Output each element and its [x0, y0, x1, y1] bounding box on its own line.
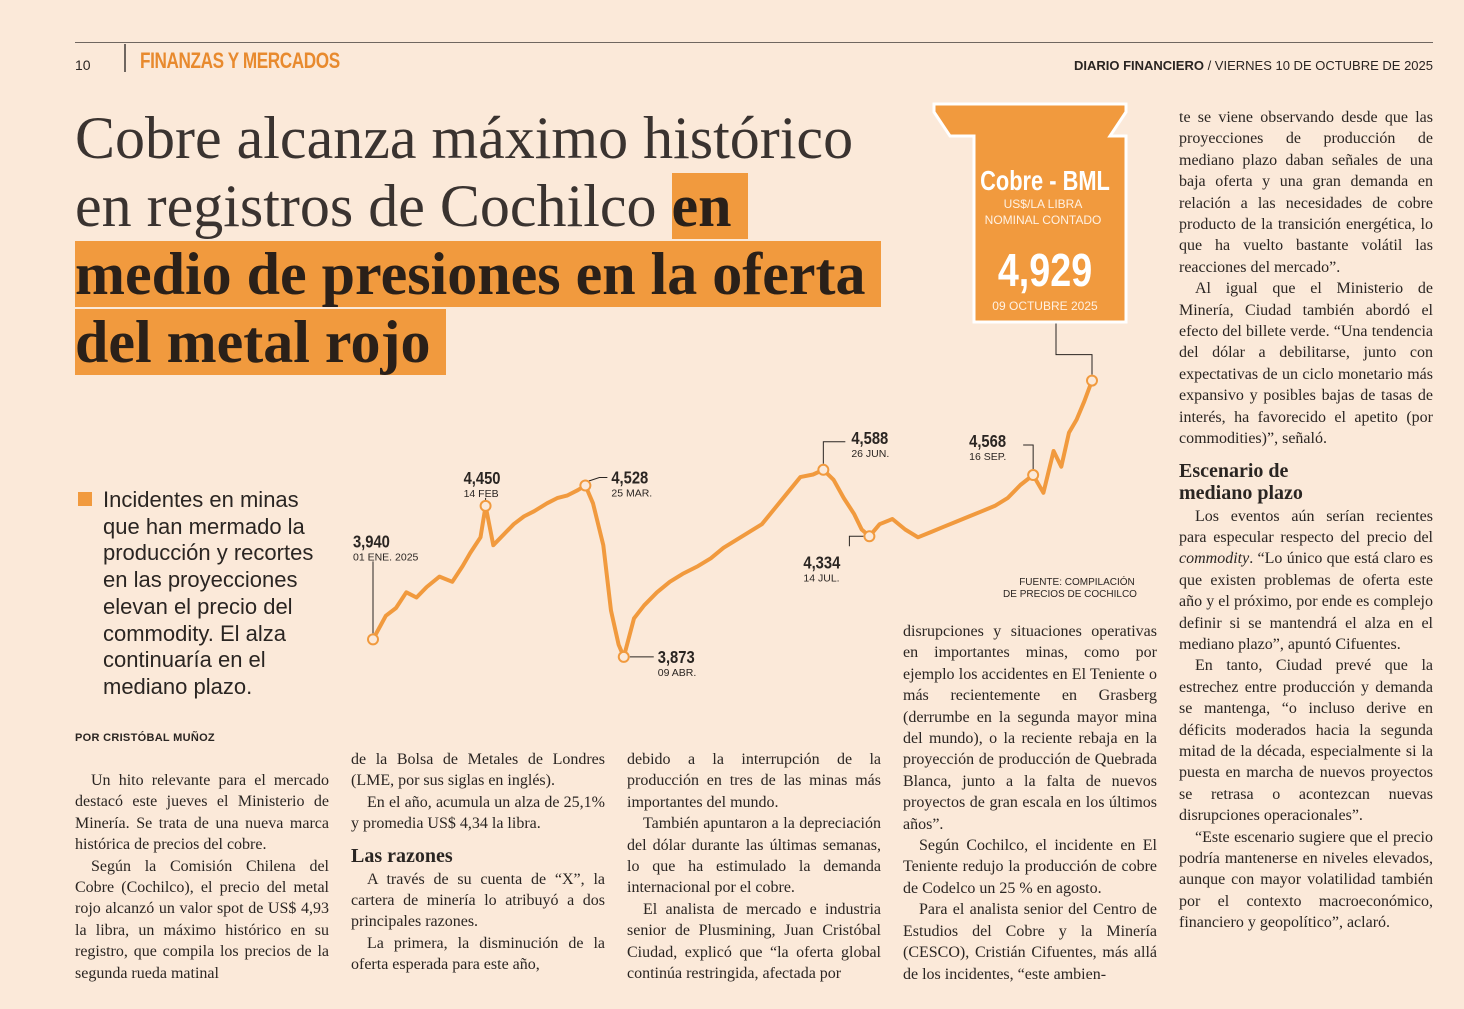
price-series-line [371, 379, 1094, 659]
annotation-point [817, 463, 830, 476]
annotation-date: 26 JUN. [851, 448, 889, 460]
annotation-point [617, 650, 630, 663]
annotation-value: 3,940 [353, 532, 390, 552]
price-callout-box [932, 102, 1128, 324]
body-paragraph: de la Bolsa de Metales de Londres (LME, … [351, 751, 605, 790]
headline-plain: Cobre alcanza máximo histórico en regist… [75, 105, 854, 239]
body-column-4: disrupciones y situaciones operativas en… [903, 621, 1157, 985]
annotation-value: 4,334 [803, 553, 841, 573]
annotation-point [579, 479, 592, 492]
annotation-point [367, 633, 379, 646]
lede-bullet-icon [78, 492, 92, 506]
body-paragraph: Al igual que el Ministerio de Minería, C… [1179, 280, 1433, 448]
body-paragraph: te se viene observando desde que las pro… [1179, 109, 1433, 276]
header-divider [124, 44, 126, 72]
callout-date: 09 OCTUBRE 2025 [992, 299, 1098, 313]
body-column-3: debido a la interrupción de la producció… [627, 749, 881, 984]
text-run: Los eventos aún serían recientes para es… [1179, 507, 1433, 546]
annotation-leader [1023, 444, 1034, 470]
callout-title: Cobre - BML [980, 165, 1110, 196]
annotation-leader [822, 441, 846, 464]
text-run-italic: commodity [1179, 550, 1250, 568]
annotation-value: 4,588 [851, 428, 888, 448]
body-paragraph: “Este escenario sugiere que el precio po… [1179, 828, 1433, 932]
section-title: FINANZAS Y MERCADOS [140, 48, 340, 73]
body-paragraph: Según la Comisión Chilena del Cobre (Coc… [75, 857, 329, 982]
annotation-value: 4,528 [611, 468, 648, 488]
byline: POR CRISTÓBAL MUÑOZ [75, 732, 215, 744]
annotation-date: 14 FEB [464, 488, 499, 500]
annotation-value: 4,568 [969, 432, 1006, 452]
callout-value: 4,929 [998, 244, 1092, 295]
body-paragraph: En el año, acumula un alza de 25,1% y pr… [351, 793, 605, 833]
annotation-date: 16 SEP. [969, 451, 1006, 463]
annotation-value: 4,450 [464, 469, 501, 489]
body-column-5: te se viene observando desde que las pro… [1179, 107, 1433, 934]
callout-connector [1055, 322, 1093, 375]
body-paragraph: disrupciones y situaciones operativas en… [903, 623, 1157, 833]
annotation-date: 01 ENE. 2025 [353, 551, 419, 563]
annotation-date: 25 MAR. [611, 488, 652, 500]
annotation-point [479, 499, 492, 512]
lede: Incidentes en minas que han mermado la p… [103, 487, 314, 699]
body-paragraph: El analista de mercado e industria senio… [627, 900, 881, 983]
issue-date: / VIERNES 10 DE OCTUBRE DE 2025 [1203, 58, 1433, 73]
body-paragraph: Según Cochilco, el incidente en El Tenie… [903, 837, 1157, 897]
body-paragraph: A través de su cuenta de “X”, la cartera… [351, 870, 605, 931]
subheading-escenario: Escenario de mediano plazo [1179, 459, 1303, 504]
annotation-point [1027, 469, 1040, 482]
annotation-point [863, 530, 876, 543]
body-column-1: Un hito relevante para el mercado destac… [75, 770, 329, 984]
publication-name: DIARIO FINANCIERO [1073, 58, 1204, 73]
callout-unit-1: US$/LA LIBRA [1004, 197, 1083, 211]
headline: Cobre alcanza máximo histórico en regist… [75, 104, 882, 376]
body-paragraph: Los eventos aún serían recientes para es… [1179, 506, 1433, 656]
page-number: 10 [75, 57, 91, 73]
body-paragraph: La primera, la disminución de la oferta … [351, 934, 605, 974]
text-run: . “Lo único que está claro es que existe… [1179, 550, 1433, 653]
body-paragraph: Un hito relevante para el mercado destac… [75, 772, 329, 854]
annotation-leader [587, 477, 608, 482]
annotation-date: 09 ABR. [658, 667, 697, 679]
body-paragraph: Para el analista senior del Centro de Es… [903, 901, 1157, 983]
header-rule [75, 42, 1433, 43]
callout-unit-2: NOMINAL CONTADO [985, 213, 1102, 227]
annotation-leader [848, 535, 864, 547]
body-paragraph: En tanto, Ciudad prevé que la estrechez … [1179, 657, 1433, 825]
chart-source-1: FUENTE: COMPILACIÓN [1019, 575, 1135, 588]
body-column-2: de la Bolsa de Metales de Londres (LME, … [351, 749, 605, 976]
body-paragraph: debido a la interrupción de la producció… [627, 751, 881, 811]
annotation-value: 3,873 [658, 648, 695, 668]
annotation-date: 14 JUL. [803, 572, 839, 584]
chart-source-2: DE PRECIOS DE COCHILCO [1003, 589, 1137, 600]
body-paragraph: También apuntaron a la depreciación del … [627, 815, 881, 897]
latest-point [1086, 374, 1098, 387]
masthead: DIARIO FINANCIERO / VIERNES 10 DE OCTUBR… [1074, 58, 1433, 73]
subheading-las-razones: Las razones [351, 844, 453, 867]
